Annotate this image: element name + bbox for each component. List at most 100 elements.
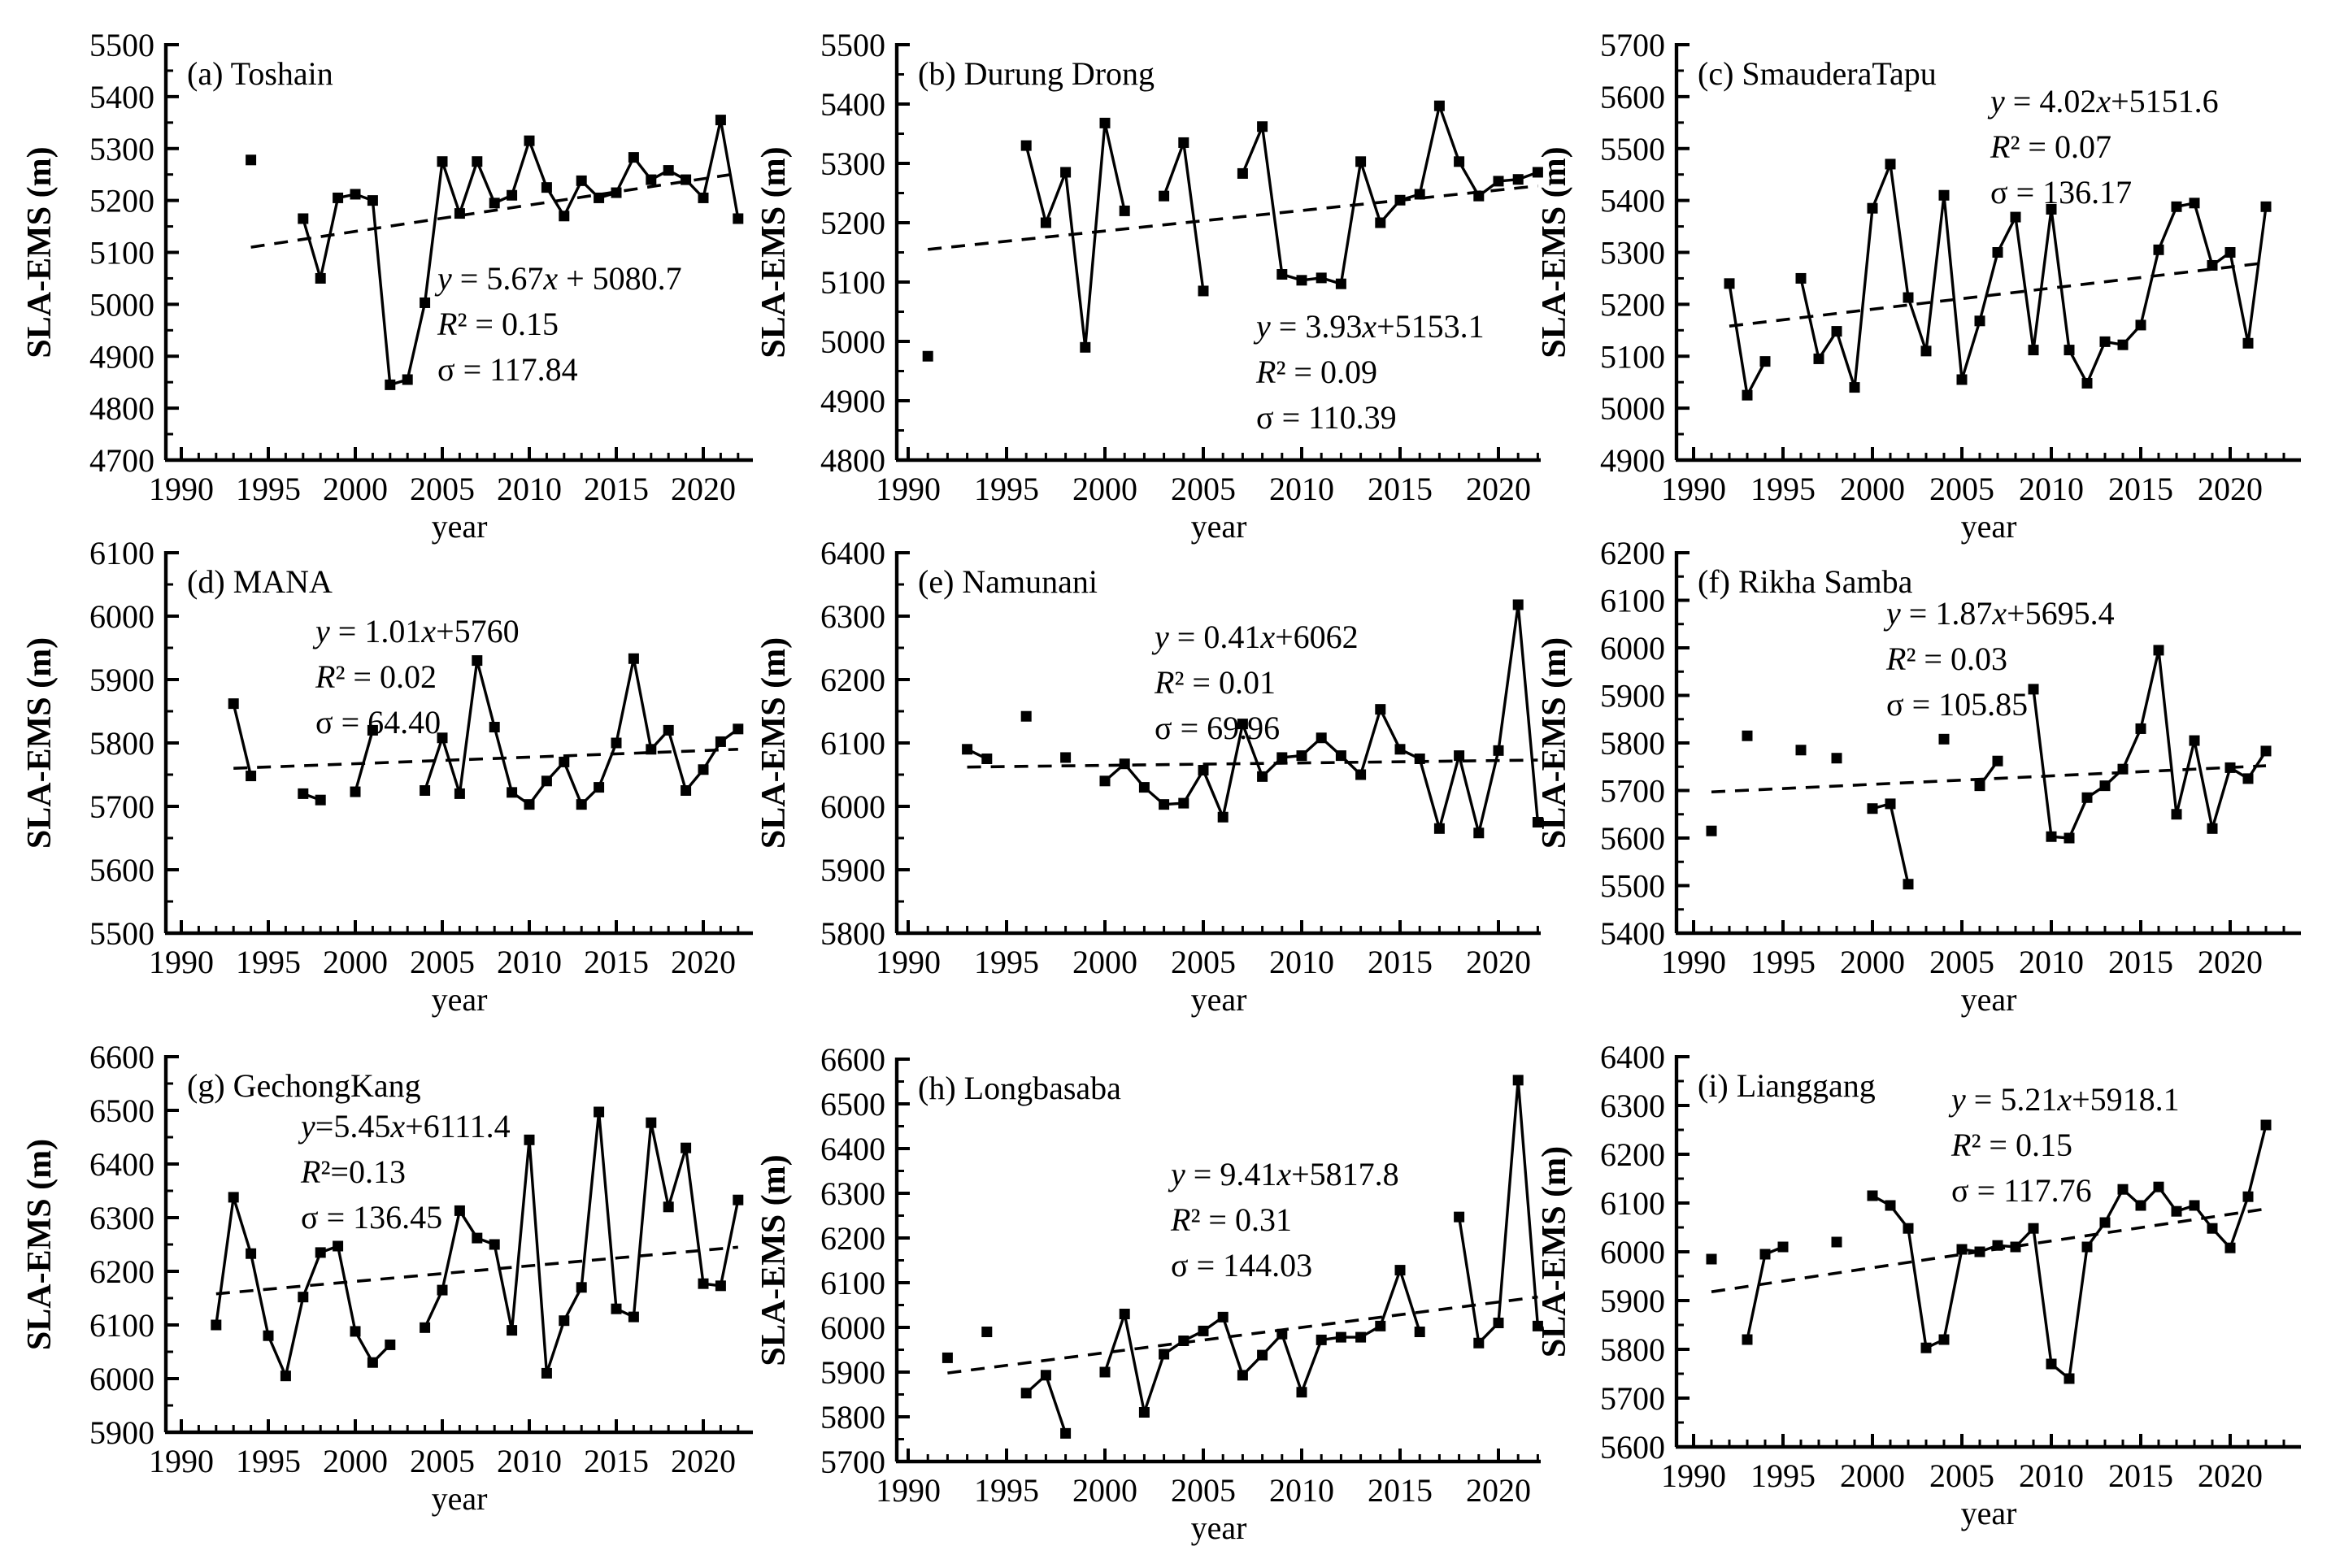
data-point bbox=[2010, 211, 2021, 223]
data-point bbox=[2099, 780, 2111, 792]
x-tick-label: 1995 bbox=[236, 471, 301, 507]
y-tick-label: 6600 bbox=[820, 1041, 885, 1078]
y-tick-label: 5000 bbox=[1600, 390, 1665, 427]
x-tick-label: 2010 bbox=[2019, 471, 2084, 507]
data-point bbox=[611, 1303, 622, 1314]
annotation-block: y = 3.93x+5153.1 R² = 0.09 σ = 110.39 bbox=[1253, 308, 1485, 436]
data-point bbox=[1198, 765, 1209, 776]
sigma-value: σ = 64.40 bbox=[315, 704, 441, 741]
r-squared-value: R² = 0.02 bbox=[315, 658, 437, 695]
data-point bbox=[2207, 823, 2218, 834]
y-tick-label: 5500 bbox=[1600, 868, 1665, 905]
sigma-value: σ = 105.85 bbox=[1886, 686, 2028, 723]
x-axis-label: year bbox=[1191, 981, 1247, 1018]
y-tick-label: 6200 bbox=[1600, 1136, 1665, 1173]
data-point bbox=[2117, 763, 2129, 775]
y-tick-label: 6000 bbox=[820, 788, 885, 825]
x-tick-label: 2010 bbox=[497, 471, 562, 507]
x-tick-label: 2015 bbox=[2108, 1457, 2173, 1494]
data-point bbox=[2064, 345, 2075, 356]
data-point bbox=[1454, 750, 1465, 762]
data-point bbox=[2099, 336, 2111, 347]
y-tick-label: 5400 bbox=[1600, 915, 1665, 952]
x-tick-label: 2020 bbox=[671, 1443, 736, 1479]
data-point bbox=[489, 1239, 500, 1250]
data-point bbox=[628, 653, 639, 664]
data-point bbox=[1355, 156, 1367, 167]
data-point bbox=[367, 195, 378, 206]
y-axis-label: SLA-EMS (m) bbox=[21, 1139, 59, 1350]
data-point bbox=[1375, 217, 1386, 228]
data-point bbox=[2028, 1223, 2039, 1234]
x-tick-label: 2010 bbox=[1269, 944, 1334, 980]
y-tick-label: 6200 bbox=[820, 1220, 885, 1257]
data-point bbox=[1938, 1334, 1950, 1345]
y-tick-label: 6300 bbox=[1600, 1088, 1665, 1124]
x-tick-label: 2015 bbox=[584, 471, 649, 507]
data-point bbox=[350, 786, 361, 797]
data-point bbox=[246, 771, 257, 782]
regression-equation: y = 5.67x + 5080.7 bbox=[434, 260, 682, 297]
data-point bbox=[1257, 771, 1268, 782]
data-point bbox=[1296, 1387, 1307, 1398]
data-point bbox=[1742, 389, 1753, 401]
y-tick-label: 5700 bbox=[820, 1444, 885, 1480]
y-tick-label: 6500 bbox=[820, 1086, 885, 1123]
x-tick-label: 1995 bbox=[974, 1472, 1039, 1509]
panel-title: (d) MANA bbox=[187, 563, 333, 600]
y-tick-label: 5500 bbox=[89, 915, 154, 952]
data-point bbox=[1198, 285, 1209, 297]
annotation-block: y = 1.01x+5760 R² = 0.02 σ = 64.40 bbox=[312, 613, 520, 741]
data-point bbox=[1742, 1334, 1753, 1345]
x-tick-label: 1995 bbox=[1750, 944, 1816, 980]
y-tick-label: 5400 bbox=[820, 86, 885, 123]
data-point bbox=[698, 192, 709, 203]
y-tick-label: 6100 bbox=[89, 535, 154, 571]
data-point bbox=[1992, 755, 2003, 767]
data-point bbox=[280, 1370, 291, 1382]
data-point bbox=[1742, 730, 1753, 741]
data-point bbox=[1903, 292, 1914, 303]
data-point bbox=[1473, 190, 1485, 202]
data-point bbox=[1493, 176, 1504, 187]
series-line bbox=[1025, 1372, 1068, 1434]
data-point bbox=[420, 1322, 431, 1333]
data-point bbox=[981, 1327, 993, 1337]
x-axis-label: year bbox=[432, 508, 488, 545]
annotation-block: y = 5.67x + 5080.7 R² = 0.15 σ = 117.84 bbox=[434, 260, 682, 388]
data-point bbox=[2028, 684, 2039, 695]
y-tick-label: 5900 bbox=[89, 662, 154, 698]
data-point bbox=[1335, 1331, 1346, 1343]
y-axis-label: SLA-EMS (m) bbox=[755, 146, 793, 358]
data-point bbox=[1706, 1253, 1717, 1265]
x-axis-ticks bbox=[1692, 447, 2285, 460]
y-tick-label: 6000 bbox=[89, 1361, 154, 1397]
r-squared-value: R² = 0.07 bbox=[1990, 128, 2111, 165]
y-tick-label: 5400 bbox=[89, 79, 154, 115]
x-tick-label: 1995 bbox=[974, 471, 1039, 507]
r-squared-value: R² = 0.03 bbox=[1885, 641, 2007, 677]
y-tick-label: 5400 bbox=[1600, 183, 1665, 219]
data-point bbox=[437, 732, 448, 744]
data-point bbox=[333, 1240, 344, 1252]
data-point bbox=[1178, 1336, 1189, 1346]
y-tick-label: 6200 bbox=[820, 662, 885, 698]
y-tick-label: 6300 bbox=[89, 1200, 154, 1236]
panel-title: (c) SmauderaTapu bbox=[1698, 55, 1937, 92]
data-point bbox=[2171, 201, 2182, 212]
panel-title: (b) Durung Drong bbox=[918, 55, 1155, 92]
y-axis-label: SLA-EMS (m) bbox=[1536, 1146, 1573, 1357]
y-tick-label: 6000 bbox=[1600, 1234, 1665, 1270]
data-point bbox=[646, 174, 657, 185]
data-point bbox=[922, 350, 933, 362]
data-point bbox=[1777, 1241, 1789, 1253]
data-point bbox=[1512, 1075, 1524, 1086]
data-point bbox=[1020, 710, 1032, 722]
y-tick-label: 5800 bbox=[1600, 1331, 1665, 1368]
data-point bbox=[1532, 817, 1543, 827]
data-point bbox=[681, 1142, 692, 1153]
data-point bbox=[1040, 217, 1051, 228]
series-line bbox=[2032, 649, 2268, 840]
data-point bbox=[2153, 645, 2164, 656]
